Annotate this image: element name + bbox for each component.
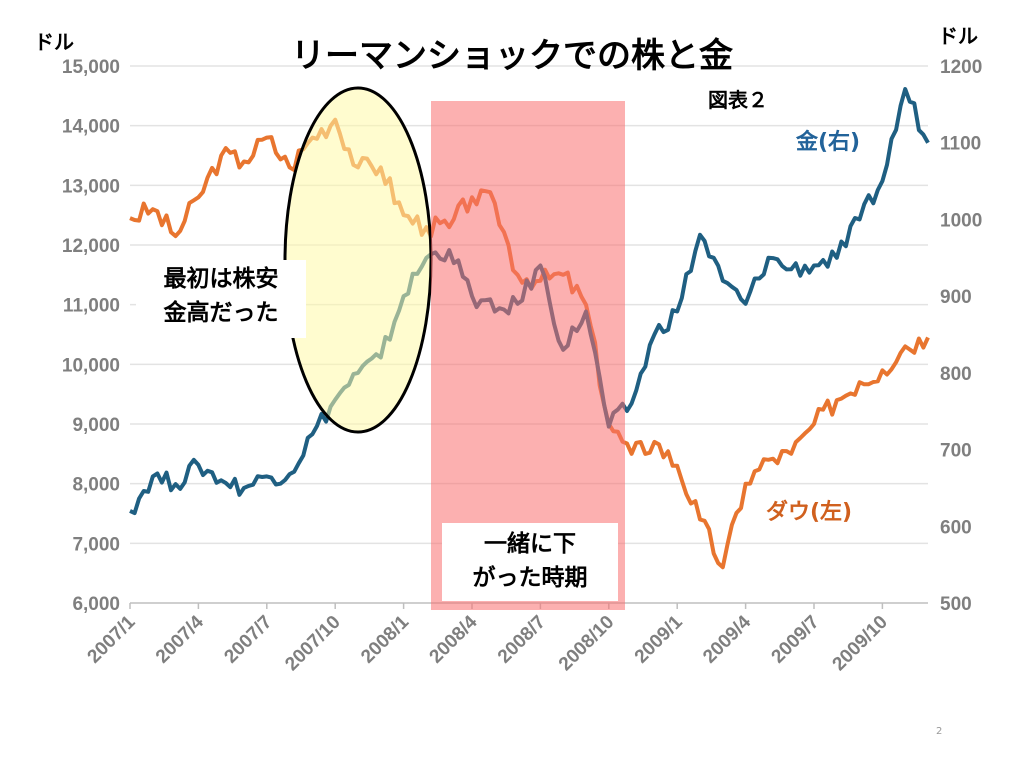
left-axis-tick-label: 11,000 [63, 296, 120, 317]
x-axis-tick-label: 2009/1 [631, 611, 687, 667]
right-axis-tick-label: 600 [940, 517, 972, 538]
right-axis-tick-label: 900 [940, 287, 972, 308]
x-axis-tick-label: 2009/7 [768, 612, 824, 668]
annotation-line: 金高だった [163, 300, 279, 326]
x-axis-tick-label: 2008/4 [426, 611, 482, 667]
left-axis-tick-label: 8,000 [72, 475, 120, 496]
x-axis-tick-label: 2009/4 [699, 611, 755, 667]
figure-label: 図表２ [708, 88, 768, 112]
x-axis-tick-label: 2008/1 [357, 611, 413, 667]
right-axis-tick-label: 1000 [940, 210, 982, 231]
left-axis-tick-label: 10,000 [62, 355, 120, 376]
x-axis-tick-label: 2009/10 [829, 612, 892, 675]
left-axis-tick-label: 14,000 [62, 117, 120, 138]
left-axis-tick-label: 15,000 [62, 57, 120, 78]
right-axis-unit: ドル [938, 24, 978, 48]
left-axis-tick-label: 13,000 [62, 176, 120, 197]
left-axis-unit: ドル [34, 30, 74, 54]
left-axis-tick-label: 6,000 [72, 594, 120, 615]
right-axis-tick-label: 500 [940, 594, 972, 615]
annotation-stocks-down-gold-up: 最初は株安 金高だった [136, 260, 306, 338]
highlight-ellipse [283, 86, 433, 434]
left-axis-tick-label: 7,000 [72, 534, 120, 555]
annotation-line: 一緒に下 [484, 531, 576, 557]
x-axis-tick-label: 2007/4 [152, 611, 208, 667]
x-axis-tick-label: 2007/1 [84, 611, 140, 667]
right-axis-tick-label: 700 [940, 441, 972, 462]
legend-gold: 金(右) [796, 130, 861, 155]
right-axis-tick-label: 1100 [940, 134, 981, 155]
annotation-line: 最初は株安 [163, 266, 279, 292]
legend-dow: ダウ(左) [766, 500, 853, 525]
x-axis-tick-label: 2007/10 [281, 612, 344, 675]
annotation-both-fell: 一緒に下 がった時期 [442, 523, 618, 601]
x-axis-tick-label: 2008/7 [494, 612, 550, 668]
chart-title: リーマンショックでの株と金 [291, 36, 733, 76]
left-axis-tick-label: 12,000 [62, 236, 120, 257]
x-axis-tick-label: 2008/10 [555, 612, 618, 675]
annotation-line: がった時期 [472, 565, 588, 591]
right-axis-tick-label: 800 [940, 364, 972, 385]
x-axis-tick-label: 2007/7 [220, 612, 276, 668]
right-axis-tick-label: 1200 [940, 57, 982, 78]
page-number: 2 [936, 726, 943, 737]
left-axis-tick-label: 9,000 [72, 415, 120, 436]
